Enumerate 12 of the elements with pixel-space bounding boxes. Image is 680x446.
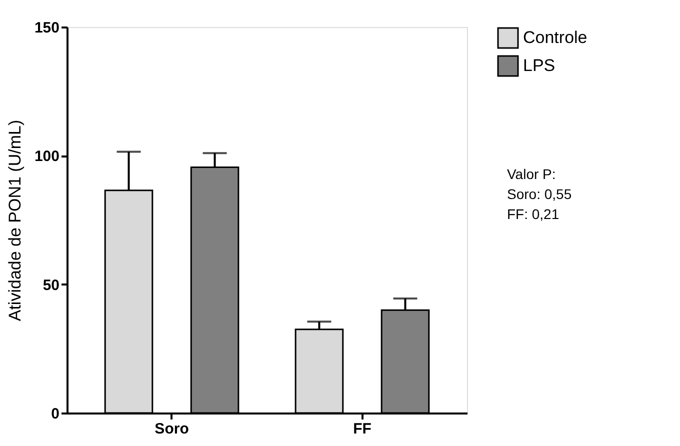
y-tick-label: 100 bbox=[34, 148, 60, 166]
y-tick-label: 150 bbox=[34, 20, 60, 36]
text: Valor P: bbox=[507, 166, 556, 182]
text: Soro: 0,55 bbox=[507, 186, 572, 202]
x-tick-label: FF bbox=[353, 420, 372, 438]
y-tick-label: 50 bbox=[42, 276, 60, 294]
legend-label: Controle bbox=[523, 28, 588, 47]
legend-label: LPS bbox=[523, 56, 556, 75]
y-axis-title: Atividade de PON1 (U/mL) bbox=[5, 120, 24, 322]
text: FF: 0,21 bbox=[507, 206, 560, 222]
y-tick-label: 0 bbox=[51, 406, 60, 422]
x-tick-label: Soro bbox=[154, 420, 189, 438]
